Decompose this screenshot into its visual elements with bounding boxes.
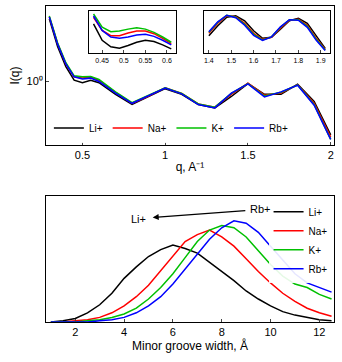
svg-text:0.5: 0.5	[75, 149, 90, 161]
svg-text:1.7: 1.7	[271, 57, 281, 64]
svg-text:2: 2	[72, 326, 78, 338]
svg-text:Li+: Li+	[89, 123, 103, 134]
svg-text:8: 8	[219, 326, 225, 338]
svg-text:0.5: 0.5	[119, 57, 129, 64]
svg-text:2: 2	[328, 149, 334, 161]
svg-text:Rb+: Rb+	[309, 264, 328, 275]
svg-text:K+: K+	[211, 123, 224, 134]
svg-text:6: 6	[170, 326, 176, 338]
svg-text:I(q): I(q)	[8, 67, 22, 85]
svg-text:Na+: Na+	[148, 123, 167, 134]
svg-text:Li+: Li+	[131, 213, 146, 225]
svg-text:1.4: 1.4	[204, 57, 214, 64]
svg-text:Rb+: Rb+	[269, 123, 288, 134]
svg-text:4: 4	[121, 326, 127, 338]
svg-text:10⁰: 10⁰	[27, 75, 43, 87]
svg-text:q, A⁻¹: q, A⁻¹	[176, 160, 205, 174]
svg-text:Li+: Li+	[309, 207, 323, 218]
svg-text:1.5: 1.5	[226, 57, 236, 64]
svg-text:Minor groove width, Å: Minor groove width, Å	[132, 338, 248, 353]
svg-text:0.55: 0.55	[139, 57, 153, 64]
svg-text:0.6: 0.6	[162, 57, 172, 64]
svg-text:Na+: Na+	[309, 226, 328, 237]
svg-text:1.6: 1.6	[249, 57, 259, 64]
svg-text:10: 10	[264, 326, 276, 338]
svg-text:1.8: 1.8	[293, 57, 303, 64]
svg-text:1: 1	[162, 149, 168, 161]
svg-text:K+: K+	[309, 245, 322, 256]
svg-text:12: 12	[313, 326, 325, 338]
svg-text:1.5: 1.5	[240, 149, 255, 161]
svg-text:0.45: 0.45	[95, 57, 109, 64]
svg-text:1.9: 1.9	[316, 57, 326, 64]
svg-text:Rb+: Rb+	[250, 203, 271, 215]
